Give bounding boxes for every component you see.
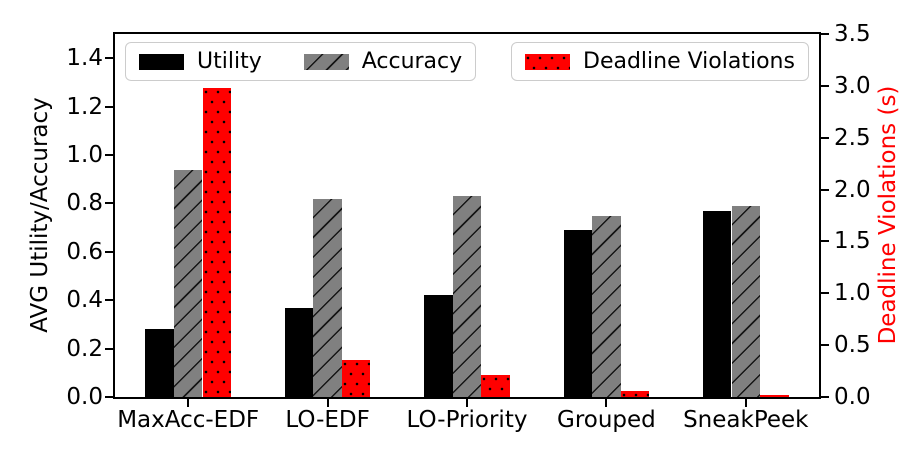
y-tick-label-left: 0.6 (66, 238, 103, 265)
x-tick-label: Grouped (557, 407, 656, 433)
legend-item-utility: Utility (139, 48, 262, 74)
x-tick-mark (187, 399, 190, 407)
y-tick-mark-left (105, 347, 113, 350)
bar-utility-grouped (563, 230, 593, 397)
y-tick-label-right: 1.5 (834, 228, 871, 255)
bar-deadline-violations-grouped (620, 390, 650, 397)
y-tick-label-left: 0.2 (66, 335, 103, 362)
x-tick-mark (744, 399, 747, 407)
y-tick-mark-right (821, 136, 829, 139)
y-tick-label-left: 0.4 (66, 287, 103, 314)
legend-item-deadline-violations: Deadline Violations (525, 48, 795, 74)
y-tick-mark-left (105, 299, 113, 302)
y-tick-label-right: 0.5 (834, 332, 871, 359)
y-tick-mark-left (105, 396, 113, 398)
legend-box-deadline-violations: Deadline Violations (511, 42, 809, 81)
y-tick-mark-right (821, 396, 829, 398)
y-tick-label-right: 2.0 (834, 176, 871, 203)
legend-label: Accuracy (361, 48, 463, 74)
bar-deadline-violations-lo-priority (481, 375, 510, 397)
y-axis-right-label: Deadline Violations (s) (875, 85, 901, 345)
y-tick-mark-left (105, 202, 113, 205)
x-tick-label: SneakPeek (683, 407, 809, 433)
y-tick-label-right: 1.0 (834, 280, 871, 307)
bar-deadline-violations-lo-edf (341, 359, 371, 397)
y-tick-mark-right (821, 84, 829, 87)
bar-utility-lo-edf (284, 307, 314, 397)
y-tick-mark-left (105, 105, 113, 108)
y-tick-mark-left (105, 57, 113, 60)
x-tick-label: LO-Priority (406, 407, 528, 433)
y-tick-label-left: 1.2 (66, 93, 103, 120)
y-tick-mark-right (821, 240, 829, 243)
legend-item-accuracy: Accuracy (303, 48, 463, 74)
y-tick-mark-right (821, 292, 829, 295)
x-tick-mark (326, 399, 329, 407)
plot-area (113, 32, 821, 399)
bar-accuracy-maxacc-edf (173, 169, 203, 397)
y-tick-label-right: 3.5 (834, 21, 871, 47)
legend-patch-accuracy (303, 53, 349, 70)
legend-patch-utility (139, 53, 184, 70)
y-tick-label-left: 1.4 (66, 45, 103, 72)
legend-label: Deadline Violations (583, 48, 795, 74)
bar-accuracy-lo-priority (452, 196, 482, 397)
bar-utility-sneakpeek (702, 210, 732, 397)
legend-box-utility-accuracy: Utility Accuracy (125, 42, 477, 81)
y-tick-label-left: 0.0 (66, 384, 103, 410)
y-tick-label-right: 0.0 (834, 384, 871, 410)
bar-utility-lo-priority (424, 295, 453, 397)
bar-deadline-violations-sneakpeek (760, 394, 789, 397)
y-tick-label-right: 2.5 (834, 124, 871, 151)
y-tick-mark-left (105, 154, 113, 156)
bar-utility-maxacc-edf (145, 329, 174, 397)
x-tick-label: LO-EDF (285, 407, 370, 433)
y-tick-mark-right (821, 33, 829, 35)
y-tick-label-left: 1.0 (66, 142, 103, 168)
y-tick-label-right: 3.0 (834, 72, 871, 99)
y-tick-label-left: 0.8 (66, 190, 103, 217)
x-tick-mark (466, 399, 468, 407)
bar-deadline-violations-maxacc-edf (202, 87, 232, 397)
legend-label: Utility (197, 48, 262, 74)
bar-accuracy-sneakpeek (731, 205, 761, 397)
y-tick-mark-left (105, 250, 113, 253)
y-tick-mark-right (821, 188, 829, 191)
legend-patch-deadline-violations (525, 53, 570, 70)
x-tick-label: MaxAcc-EDF (117, 407, 260, 433)
y-tick-mark-right (821, 344, 829, 347)
bar-accuracy-grouped (592, 215, 621, 397)
x-tick-mark (605, 399, 608, 407)
bar-accuracy-lo-edf (313, 198, 342, 397)
